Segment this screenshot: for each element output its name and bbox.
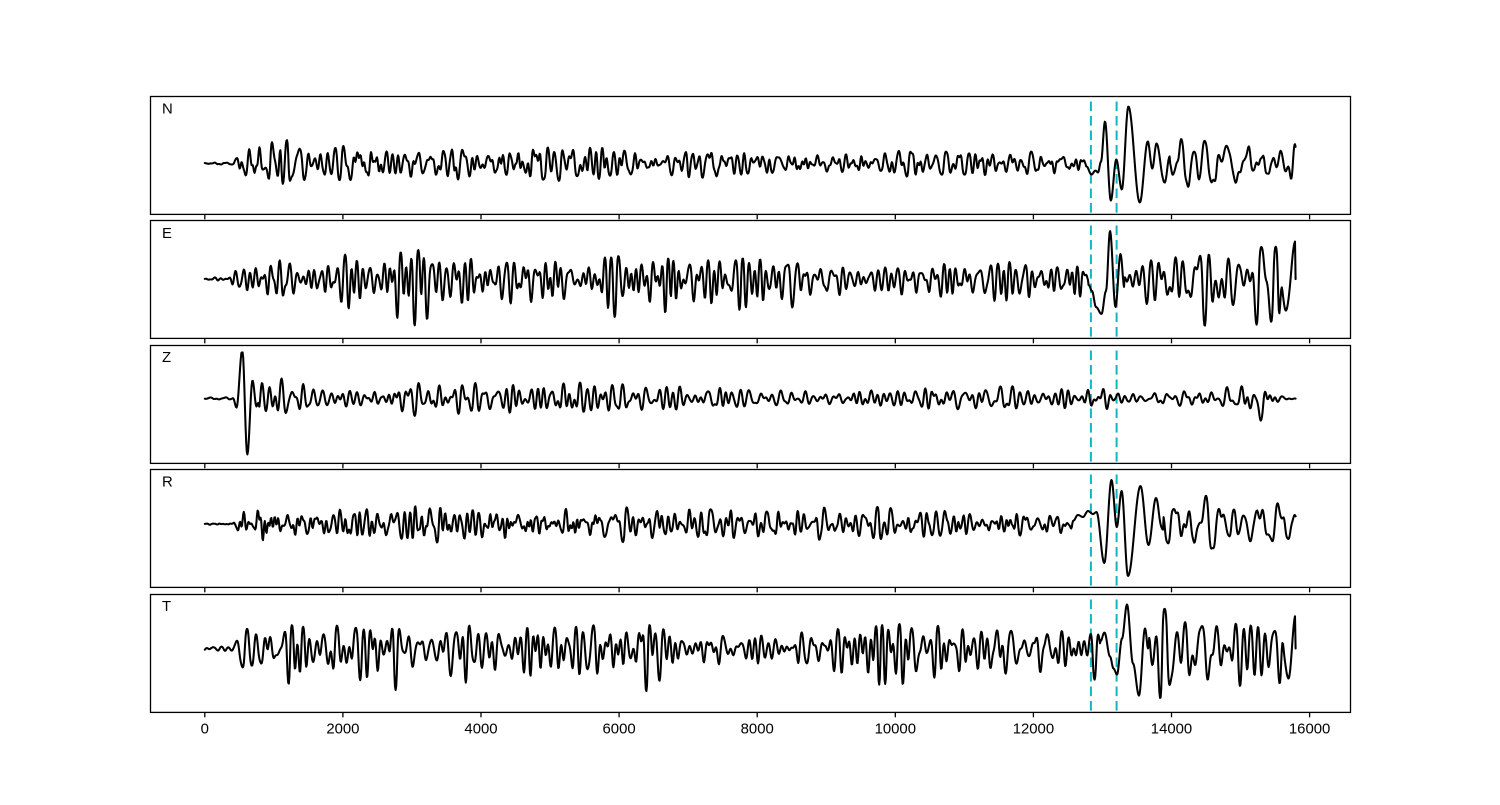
svg-text:14000: 14000 <box>1151 721 1192 737</box>
svg-text:2000: 2000 <box>326 721 359 737</box>
svg-text:0: 0 <box>201 721 209 737</box>
svg-text:8000: 8000 <box>741 721 774 737</box>
svg-text:R: R <box>162 475 173 491</box>
svg-text:6000: 6000 <box>603 721 636 737</box>
svg-text:E: E <box>162 226 172 242</box>
svg-text:N: N <box>162 101 173 117</box>
svg-text:Z: Z <box>162 350 171 366</box>
svg-text:4000: 4000 <box>464 721 497 737</box>
svg-text:16000: 16000 <box>1289 721 1330 737</box>
svg-text:12000: 12000 <box>1013 721 1054 737</box>
svg-text:T: T <box>162 599 171 615</box>
svg-text:10000: 10000 <box>875 721 916 737</box>
